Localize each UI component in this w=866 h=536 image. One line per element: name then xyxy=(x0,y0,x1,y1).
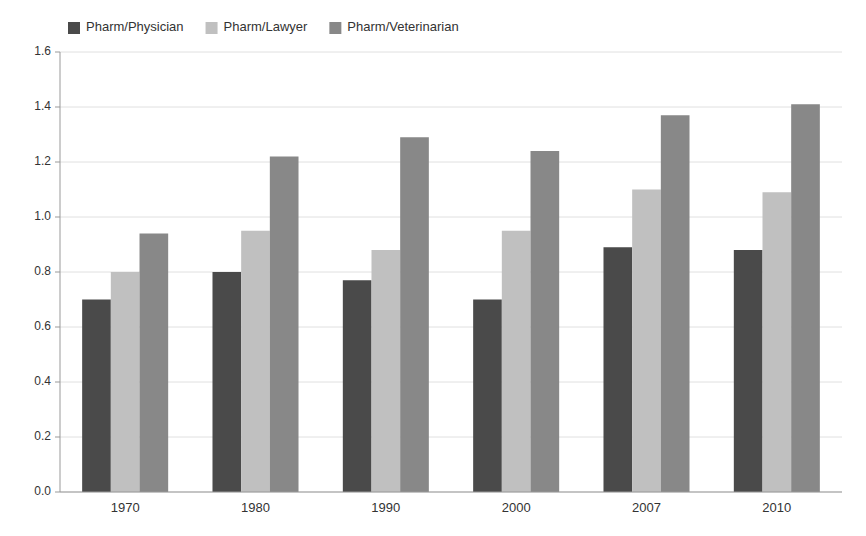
bar-series xyxy=(140,104,820,492)
y-tick-label: 1.6 xyxy=(34,44,51,58)
y-axis: 0.0 0.2 0.4 0.6 0.8 1.0 1.2 1.4 1.6 xyxy=(34,44,60,498)
legend-swatch xyxy=(329,22,341,34)
grid-line xyxy=(60,162,842,163)
legend-item: Pharm/Physician xyxy=(68,19,184,34)
y-tick xyxy=(55,217,60,218)
x-tick-label: 1990 xyxy=(371,500,400,515)
grid-line xyxy=(60,52,842,53)
x-axis-line xyxy=(60,492,842,493)
y-tick xyxy=(55,52,60,53)
grid xyxy=(60,52,842,492)
bar xyxy=(502,231,531,492)
x-tick-label: 2010 xyxy=(762,500,791,515)
bar xyxy=(400,137,429,492)
x-tick-label: 1970 xyxy=(111,500,140,515)
bar xyxy=(270,157,299,493)
grid-line xyxy=(60,272,842,273)
bar xyxy=(212,272,241,492)
grid-line xyxy=(60,492,842,493)
x-tick-label: 1980 xyxy=(241,500,270,515)
y-tick xyxy=(55,492,60,493)
bar xyxy=(343,280,372,492)
bar xyxy=(140,234,169,493)
bar xyxy=(531,151,560,492)
y-tick-label: 1.0 xyxy=(34,209,51,223)
y-tick-label: 0.8 xyxy=(34,264,51,278)
bar xyxy=(241,231,270,492)
bar xyxy=(82,300,111,493)
y-tick-label: 0.4 xyxy=(34,374,51,388)
legend-label: Pharm/Physician xyxy=(86,19,184,34)
legend-item: Pharm/Lawyer xyxy=(206,19,308,34)
chart-container: 0.0 0.2 0.4 0.6 0.8 1.0 1.2 1.4 1.6 1970 1980 1990 2… xyxy=(0,0,866,536)
grid-line xyxy=(60,437,842,438)
legend-label: Pharm/Lawyer xyxy=(224,19,308,34)
grid-line xyxy=(60,382,842,383)
y-tick-label: 1.4 xyxy=(34,99,51,113)
bar xyxy=(734,250,763,492)
y-tick xyxy=(55,162,60,163)
bar xyxy=(632,190,661,493)
y-tick xyxy=(55,107,60,108)
bar xyxy=(371,250,400,492)
bar xyxy=(111,272,140,492)
y-tick xyxy=(55,272,60,273)
bar xyxy=(661,115,690,492)
x-tick-label: 2000 xyxy=(502,500,531,515)
y-tick xyxy=(55,327,60,328)
bar xyxy=(791,104,820,492)
y-tick-label: 0.0 xyxy=(34,484,51,498)
y-tick xyxy=(55,437,60,438)
bar xyxy=(762,192,791,492)
grid-line xyxy=(60,107,842,108)
legend-swatch xyxy=(68,22,80,34)
legend-label: Pharm/Veterinarian xyxy=(347,19,458,34)
grid-line xyxy=(60,217,842,218)
chart-svg: 0.0 0.2 0.4 0.6 0.8 1.0 1.2 1.4 1.6 1970 1980 1990 2… xyxy=(0,0,866,536)
legend-item: Pharm/Veterinarian xyxy=(329,19,458,34)
grid-line xyxy=(60,327,842,328)
legend: Pharm/Physician Pharm/Lawyer Pharm/Veterin… xyxy=(68,19,459,34)
x-axis: 1970 1980 1990 2000 2007 2010 xyxy=(60,492,842,515)
x-tick-label: 2007 xyxy=(632,500,661,515)
y-tick-label: 0.6 xyxy=(34,319,51,333)
legend-swatch xyxy=(206,22,218,34)
bar xyxy=(603,247,632,492)
y-tick-label: 0.2 xyxy=(34,429,51,443)
bars xyxy=(82,104,820,492)
bar xyxy=(473,300,502,493)
y-axis-line xyxy=(60,52,61,492)
y-tick-label: 1.2 xyxy=(34,154,51,168)
y-tick xyxy=(55,382,60,383)
